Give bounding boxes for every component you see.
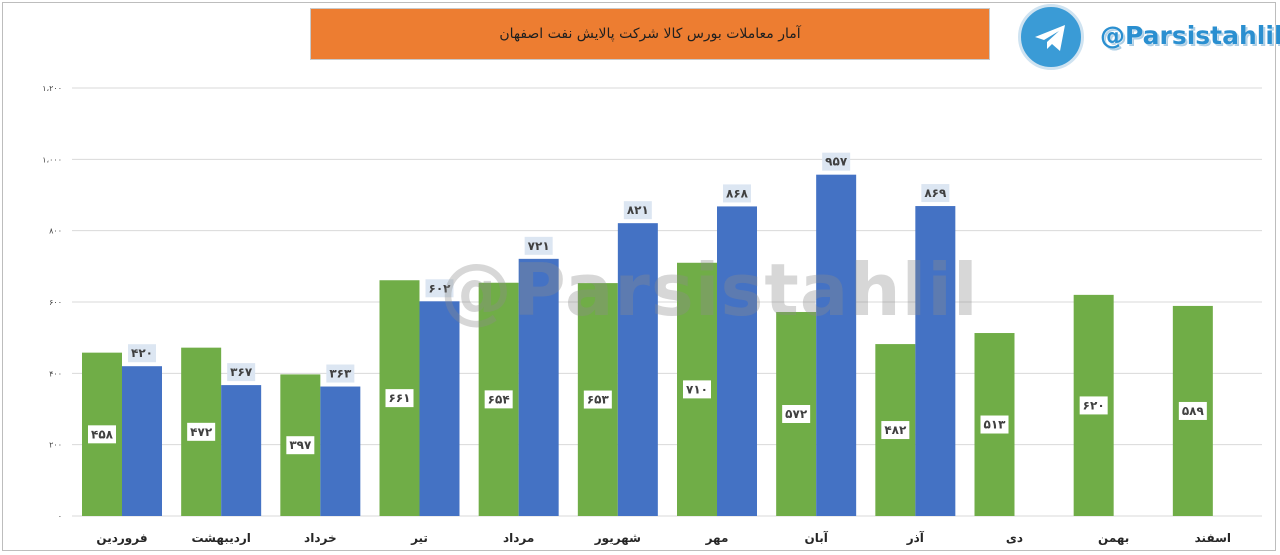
data-label-blue: ۹۵۷: [825, 155, 848, 169]
data-label-green: ۳۹۷: [289, 438, 312, 452]
data-label-blue: ۴۲۰: [131, 346, 153, 360]
y-tick-label: ۱،۲۰۰: [42, 84, 62, 93]
chart-title-banner: آمار معاملات بورس کالا شرکت پالایش نفت ا…: [310, 8, 990, 60]
data-label-green: ۵۸۹: [1182, 404, 1205, 418]
data-label-box: [286, 436, 315, 455]
y-tick-label: ۴۰۰: [49, 369, 62, 378]
x-category-label: مرداد: [503, 531, 534, 545]
data-label-blue: ۳۶۳: [329, 367, 352, 381]
data-label-box: [88, 425, 116, 444]
telegram-icon[interactable]: [1018, 4, 1084, 70]
data-label-green: ۶۶۱: [389, 391, 411, 405]
bar-blue: [320, 386, 361, 516]
data-label-box: [822, 152, 851, 171]
x-category-label: تیر: [410, 531, 428, 545]
data-label-box: [623, 201, 652, 220]
data-label-green: ۴۵۸: [91, 427, 114, 441]
bar-blue: [518, 258, 559, 516]
data-label-box: [385, 389, 414, 408]
data-label-box: [326, 364, 355, 383]
x-category-label: مهر: [705, 531, 729, 545]
data-label-green: ۶۵۴: [488, 392, 510, 406]
bar-blue: [915, 206, 956, 516]
data-label-box: [1178, 401, 1207, 420]
data-label-green: ۴۷۲: [190, 425, 213, 439]
data-label-blue: ۸۲۱: [627, 203, 649, 217]
data-label-box: [921, 184, 950, 203]
x-category-label: بهمن: [1098, 531, 1129, 545]
data-label-green: ۷۱۰: [686, 382, 708, 396]
data-label-box: [683, 380, 711, 399]
x-category-label: فروردین: [96, 531, 147, 546]
data-label-box: [425, 279, 454, 298]
data-label-box: [723, 184, 751, 203]
bar-blue: [419, 301, 460, 516]
data-label-green: ۶۵۳: [587, 393, 610, 407]
y-tick-label: ۱،۰۰۰: [42, 155, 62, 164]
y-tick-label: ۶۰۰: [49, 298, 62, 307]
data-label-box: [187, 422, 216, 441]
x-category-label: شهریور: [594, 531, 641, 546]
data-label-green: ۵۷۲: [785, 407, 808, 421]
data-label-box: [980, 415, 1009, 434]
x-category-label: اردیبهشت: [191, 531, 250, 545]
bar-blue: [221, 385, 262, 516]
chart-title: آمار معاملات بورس کالا شرکت پالایش نفت ا…: [499, 26, 801, 42]
data-label-blue: ۷۲۱: [528, 239, 550, 253]
bar-blue: [816, 174, 857, 517]
y-tick-label: ۸۰۰: [49, 227, 62, 236]
x-category-label: اسفند: [1195, 531, 1231, 545]
data-label-box: [227, 363, 256, 382]
data-label-blue: ۸۶۹: [924, 186, 947, 200]
data-label-blue: ۸۶۸: [726, 186, 749, 200]
y-tick-label: ۰: [58, 512, 62, 521]
data-label-green: ۵۱۳: [984, 418, 1007, 432]
data-label-box: [128, 344, 156, 363]
bar-blue: [122, 366, 162, 516]
data-label-blue: ۳۶۷: [230, 365, 253, 379]
data-label-box: [484, 390, 513, 409]
data-label-green: ۴۸۲: [884, 423, 907, 437]
x-category-label: خرداد: [304, 531, 337, 545]
x-category-label: آبان: [804, 530, 828, 545]
x-category-label: دی: [1006, 531, 1023, 545]
y-tick-label: ۲۰۰: [49, 441, 62, 450]
data-label-box: [524, 236, 553, 255]
data-label-blue: ۶۰۲: [429, 281, 452, 295]
data-label-box: [583, 390, 612, 409]
data-label-green: ۶۲۰: [1083, 398, 1105, 412]
data-label-box: [1079, 396, 1108, 415]
x-category-label: آذر: [906, 530, 925, 545]
bar-blue: [617, 223, 658, 516]
channel-handle[interactable]: @Parsistahlil: [1100, 21, 1280, 50]
brand-logo[interactable]: @Parsistahlil: [1018, 4, 1280, 70]
data-label-box: [881, 421, 910, 440]
data-label-box: [782, 404, 811, 423]
bar-blue: [717, 206, 757, 516]
